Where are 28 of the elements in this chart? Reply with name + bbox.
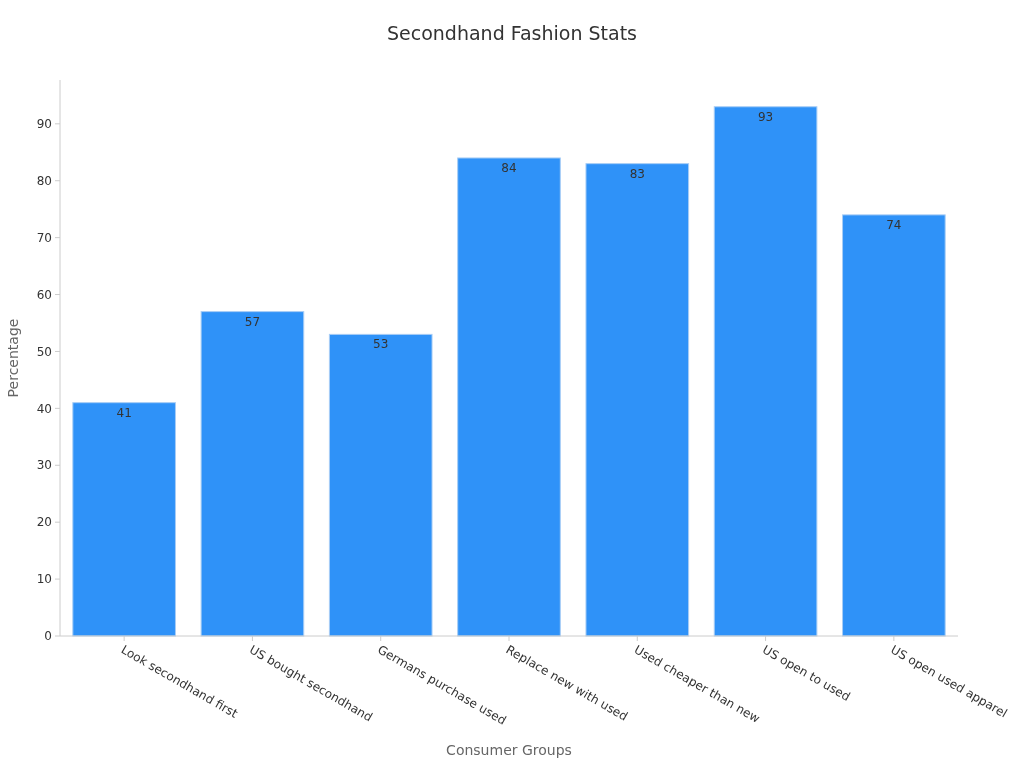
y-tick-label: 40 bbox=[36, 401, 52, 416]
bar bbox=[328, 333, 433, 637]
x-axis-title: Consumer Groups bbox=[446, 742, 572, 758]
y-tick-label: 70 bbox=[36, 230, 52, 245]
x-tick-label: US open to used bbox=[760, 642, 853, 704]
bar bbox=[200, 311, 305, 637]
y-tick-label: 80 bbox=[36, 173, 52, 188]
data-label: 74 bbox=[886, 217, 902, 232]
y-tick-label: 90 bbox=[36, 117, 52, 132]
y-tick-label: 10 bbox=[36, 572, 52, 587]
y-tick-label: 20 bbox=[36, 515, 52, 530]
bar bbox=[457, 157, 561, 637]
data-label: 93 bbox=[757, 109, 774, 124]
y-tick-label: 30 bbox=[36, 458, 52, 473]
data-label: 41 bbox=[116, 405, 132, 420]
chart-title: Secondhand Fashion Stats bbox=[386, 22, 638, 44]
data-label: 53 bbox=[373, 337, 389, 352]
bar bbox=[585, 163, 690, 637]
data-label: 57 bbox=[244, 314, 261, 329]
bar bbox=[842, 214, 946, 637]
data-label: 84 bbox=[501, 160, 517, 175]
bar bbox=[72, 402, 176, 637]
bar bbox=[713, 106, 818, 637]
y-tick-label: 50 bbox=[36, 344, 52, 359]
y-axis-title: Percentage bbox=[5, 318, 21, 398]
y-tick-label: 60 bbox=[36, 287, 52, 302]
data-label: 83 bbox=[629, 166, 645, 181]
y-tick-label: 0 bbox=[44, 629, 52, 644]
